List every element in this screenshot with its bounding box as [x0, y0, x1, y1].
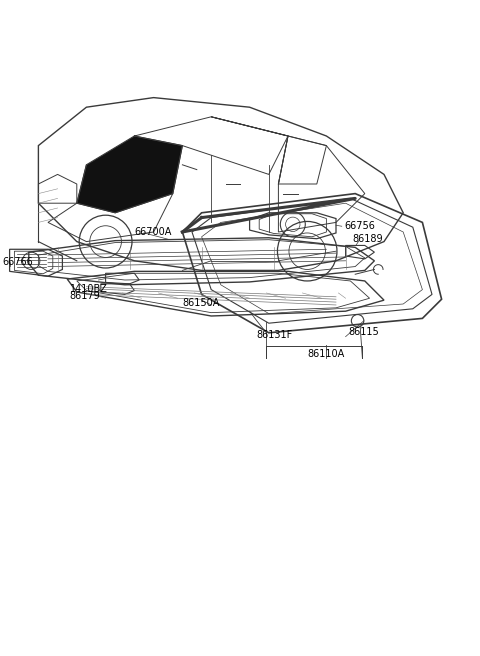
Text: 66756: 66756	[345, 221, 375, 232]
Text: 86110A: 86110A	[308, 350, 345, 359]
Text: 86131F: 86131F	[257, 330, 293, 340]
Text: 66766: 66766	[2, 256, 33, 267]
Text: 66700A: 66700A	[134, 227, 172, 237]
Text: 86150A: 86150A	[182, 298, 220, 308]
Text: 1410BZ: 1410BZ	[70, 283, 108, 294]
Polygon shape	[77, 136, 182, 213]
Text: 86189: 86189	[353, 234, 384, 244]
Text: 86179: 86179	[70, 291, 100, 301]
Text: 86115: 86115	[348, 327, 379, 337]
